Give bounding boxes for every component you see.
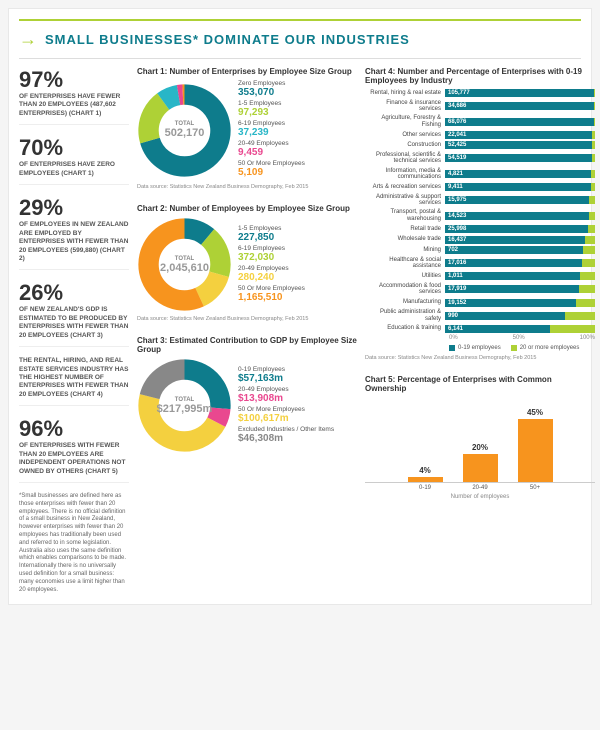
donut-center: TOTAL502,170 bbox=[165, 121, 205, 139]
vbar: 20% bbox=[463, 443, 498, 482]
stat-percent: 70% bbox=[19, 135, 129, 161]
donut-center: TOTAL$217,995m bbox=[157, 397, 213, 415]
stat-desc: OF ENTERPRISES HAVE FEWER THAN 20 EMPLOY… bbox=[19, 93, 129, 118]
hbar-row: Professional, scientific & technical ser… bbox=[365, 152, 595, 165]
donut-chart: TOTAL2,045,610 bbox=[137, 217, 232, 312]
hbar-row: Healthcare & social assistance17,016 bbox=[365, 257, 595, 270]
legend-item: 20-49 Employees9,459 bbox=[238, 140, 305, 158]
chart-source: Data source: Statistics New Zealand Busi… bbox=[137, 316, 357, 322]
legend-item: 20-49 Employees280,240 bbox=[238, 265, 305, 283]
chart-title: Chart 3: Estimated Contribution to GDP b… bbox=[137, 336, 357, 354]
chart-title: Chart 2: Number of Employees by Employee… bbox=[137, 204, 357, 213]
hbar-row: Transport, postal & warehousing14,523 bbox=[365, 209, 595, 222]
chart-title: Chart 1: Number of Enterprises by Employ… bbox=[137, 67, 357, 76]
stat-percent: 96% bbox=[19, 416, 129, 442]
stat-percent: 97% bbox=[19, 67, 129, 93]
chart-5: Chart 5: Percentage of Enterprises with … bbox=[365, 375, 595, 500]
legend-item: 6-19 Employees37,239 bbox=[238, 120, 305, 138]
stats-column: 97%OF ENTERPRISES HAVE FEWER THAN 20 EMP… bbox=[19, 67, 129, 594]
vbar-labels: 0-1920-4950+ bbox=[365, 485, 595, 491]
stat-item: THE RENTAL, HIRING, AND REAL ESTATE SERV… bbox=[19, 357, 129, 406]
stat-desc: OF NEW ZEALAND'S GDP IS ESTIMATED TO BE … bbox=[19, 306, 129, 340]
legend: Zero Employees353,070 1-5 Employees97,293… bbox=[238, 80, 305, 180]
axis-ticks: 0%50%100% bbox=[449, 335, 595, 341]
stat-desc: THE RENTAL, HIRING, AND REAL ESTATE SERV… bbox=[19, 357, 129, 399]
chart-title: Chart 5: Percentage of Enterprises with … bbox=[365, 375, 595, 393]
header: → SMALL BUSINESSES* DOMINATE OUR INDUSTR… bbox=[19, 19, 581, 59]
stat-percent: 26% bbox=[19, 280, 129, 306]
stat-desc: OF EMPLOYEES IN NEW ZEALAND ARE EMPLOYED… bbox=[19, 221, 129, 263]
stat-item: 26%OF NEW ZEALAND'S GDP IS ESTIMATED TO … bbox=[19, 280, 129, 347]
legend-item: 50 Or More Employees$100,617m bbox=[238, 406, 334, 424]
legend-item: 0-19 Employees$57,163m bbox=[238, 366, 334, 384]
stat-desc: OF ENTERPRISES HAVE ZERO EMPLOYEES (CHAR… bbox=[19, 161, 129, 178]
donut-center: TOTAL2,045,610 bbox=[160, 256, 209, 274]
arrow-icon: → bbox=[19, 29, 37, 50]
hbar-row: Accommodation & food services17,919 bbox=[365, 283, 595, 296]
hbar-row: Administrative & support services15,975 bbox=[365, 194, 595, 207]
hbar-row: Mining702 bbox=[365, 246, 595, 254]
legend-item: Zero Employees353,070 bbox=[238, 80, 305, 98]
donut-chart: TOTAL502,170 bbox=[137, 83, 232, 178]
hbar-row: Retail trade25,998 bbox=[365, 225, 595, 233]
infographic-page: → SMALL BUSINESSES* DOMINATE OUR INDUSTR… bbox=[8, 8, 592, 605]
legend: 0-19 employees20 or more employees bbox=[449, 345, 595, 351]
footnote: *Small businesses are defined here as th… bbox=[19, 493, 129, 594]
legend-item: Excluded Industries / Other Items$46,308… bbox=[238, 426, 334, 444]
chart-title: Chart 4: Number and Percentage of Enterp… bbox=[365, 67, 595, 85]
hbar-row: Wholesale trade16,437 bbox=[365, 236, 595, 244]
legend: 1-5 Employees227,850 6-19 Employees372,03… bbox=[238, 225, 305, 305]
stat-item: 70%OF ENTERPRISES HAVE ZERO EMPLOYEES (C… bbox=[19, 135, 129, 185]
hbar-row: Utilities1,011 bbox=[365, 272, 595, 280]
stat-desc: OF ENTERPRISES WITH FEWER THAN 20 EMPLOY… bbox=[19, 442, 129, 476]
legend-item: 50 Or More Employees5,109 bbox=[238, 160, 305, 178]
stat-percent: 29% bbox=[19, 195, 129, 221]
page-title: SMALL BUSINESSES* DOMINATE OUR INDUSTRIE… bbox=[45, 32, 410, 47]
legend-item: 50 Or More Employees1,165,510 bbox=[238, 285, 305, 303]
chart-source: Data source: Statistics New Zealand Busi… bbox=[137, 184, 357, 190]
hbar-row: Other services22,041 bbox=[365, 131, 595, 139]
x-axis-label: Number of employees bbox=[365, 494, 595, 500]
vbar-group: 4% 20% 45% bbox=[365, 403, 595, 483]
legend-item: 1-5 Employees97,293 bbox=[238, 100, 305, 118]
vbar: 45% bbox=[518, 408, 553, 482]
hbar-row: Arts & recreation services9,411 bbox=[365, 183, 595, 191]
hbar-row: Education & training6,141 bbox=[365, 325, 595, 333]
chart-2: Chart 2: Number of Employees by Employee… bbox=[137, 204, 357, 322]
stat-item: 96%OF ENTERPRISES WITH FEWER THAN 20 EMP… bbox=[19, 416, 129, 483]
vbar: 4% bbox=[408, 466, 443, 483]
hbar-row: Public administration & safety990 bbox=[365, 309, 595, 322]
hbar-row: Finance & insurance services34,686 bbox=[365, 100, 595, 113]
stat-item: 97%OF ENTERPRISES HAVE FEWER THAN 20 EMP… bbox=[19, 67, 129, 125]
donut-chart: TOTAL$217,995m bbox=[137, 358, 232, 453]
hbar-row: Information, media & communications4,821 bbox=[365, 168, 595, 181]
stat-item: 29%OF EMPLOYEES IN NEW ZEALAND ARE EMPLO… bbox=[19, 195, 129, 270]
legend: 0-19 Employees$57,163m 20-49 Employees$13… bbox=[238, 366, 334, 446]
legend-item: 20-49 Employees$13,908m bbox=[238, 386, 334, 404]
hbar-row: Rental, hiring & real estate105,777 bbox=[365, 89, 595, 97]
chart-1: Chart 1: Number of Enterprises by Employ… bbox=[137, 67, 357, 190]
legend-item: 1-5 Employees227,850 bbox=[238, 225, 305, 243]
hbar-row: Agriculture, Forestry & Fishing68,076 bbox=[365, 115, 595, 128]
charts-column-right: Chart 4: Number and Percentage of Enterp… bbox=[365, 67, 595, 594]
legend-item: 6-19 Employees372,030 bbox=[238, 245, 305, 263]
chart-source: Data source: Statistics New Zealand Busi… bbox=[365, 355, 595, 361]
charts-column-middle: Chart 1: Number of Enterprises by Employ… bbox=[137, 67, 357, 594]
chart-3: Chart 3: Estimated Contribution to GDP b… bbox=[137, 336, 357, 453]
hbar-row: Construction52,425 bbox=[365, 141, 595, 149]
hbar-row: Manufacturing19,152 bbox=[365, 299, 595, 307]
chart-4: Chart 4: Number and Percentage of Enterp… bbox=[365, 67, 595, 361]
